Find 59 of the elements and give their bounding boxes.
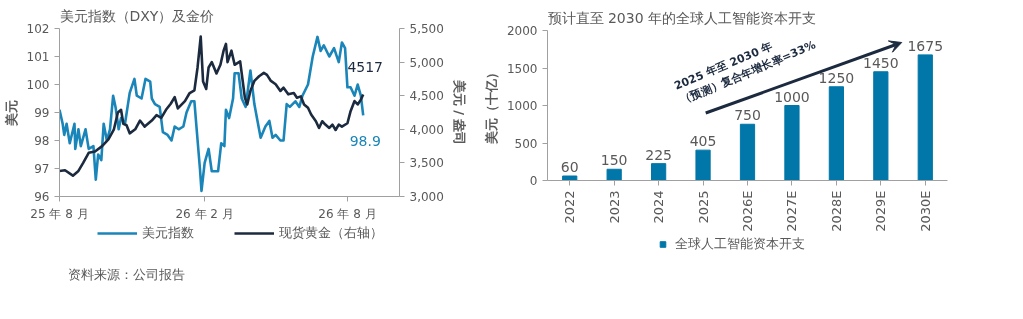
y2-tick-label: 3,500: [409, 156, 444, 171]
chart-title: 预计直至 2030 年的全球人工智能资本开支: [547, 9, 817, 26]
data-label: 1675: [907, 37, 944, 54]
y-tick-label: 97: [34, 162, 50, 176]
bar: [739, 123, 756, 181]
y2-tick-label: 3,000: [409, 190, 444, 204]
x-tick-label: 2024: [651, 190, 667, 224]
x-tick-label: 2023: [606, 190, 622, 224]
y2-tick-label: 4,000: [409, 122, 444, 137]
x-tick-label: 25 年 8 月: [30, 206, 89, 221]
data-label: 150: [600, 152, 628, 169]
y-axis-title: 美元: [3, 99, 19, 127]
x-tick-label: 2030E: [917, 190, 933, 232]
y-tick-label: 102: [26, 22, 50, 36]
bar: [917, 54, 933, 181]
data-label: 1250: [818, 69, 855, 86]
data-label: 60: [560, 159, 579, 175]
y-tick-label: 500: [514, 136, 538, 151]
text: 资料来源：公司报告: [67, 266, 185, 282]
y2-axis-title: 美元 / 盎司: [451, 78, 467, 146]
y-axis-title: 美元（十亿）: [483, 66, 499, 146]
data-label: 4517: [347, 58, 384, 75]
y-tick-label: 101: [26, 50, 50, 64]
x-tick-label: 2022: [562, 190, 578, 224]
bar: [651, 163, 667, 181]
bar: [606, 168, 622, 181]
y2-tick-label: 5,000: [409, 55, 444, 70]
y-tick-label: 96: [34, 190, 50, 204]
x-tick-label: 2029E: [873, 190, 889, 232]
chart-title: 美元指数（DXY）及金价: [59, 7, 215, 24]
legend-label: 全球人工智能资本开支: [674, 235, 805, 253]
x-tick-label: 2028E: [828, 190, 844, 232]
x-tick-label: 2025: [695, 190, 711, 224]
y-tick-label: 98: [34, 134, 50, 148]
y-tick-label: 1000: [506, 99, 538, 113]
data-label: 98.9: [349, 133, 381, 150]
data-label: 225: [645, 146, 672, 163]
bar: [828, 86, 844, 181]
bar: [695, 149, 711, 181]
y-tick-label: 0: [529, 174, 538, 188]
bar: [562, 175, 578, 181]
bar: [873, 71, 889, 181]
y2-tick-label: 4,500: [409, 89, 444, 104]
data-label: 1000: [774, 88, 810, 105]
legend-label: 美元指数: [142, 224, 194, 242]
y-tick-label: 2000: [506, 24, 538, 38]
bar: [784, 105, 800, 181]
x-tick-label: 2027E: [784, 190, 800, 232]
x-tick-label: 2026E: [740, 190, 755, 232]
legend-label: 现货黄金（右轴）: [279, 224, 383, 242]
y-tick-label: 99: [34, 106, 50, 120]
x-tick-label: 26 年 2 月: [175, 206, 234, 221]
data-label: 750: [734, 107, 761, 124]
y-tick-label: 1500: [506, 61, 538, 76]
y-tick-label: 100: [26, 78, 50, 92]
data-label: 405: [689, 133, 717, 150]
x-tick-label: 26 年 8 月: [318, 206, 377, 221]
data-label: 1450: [863, 54, 899, 71]
y2-tick-label: 5,500: [409, 22, 444, 36]
